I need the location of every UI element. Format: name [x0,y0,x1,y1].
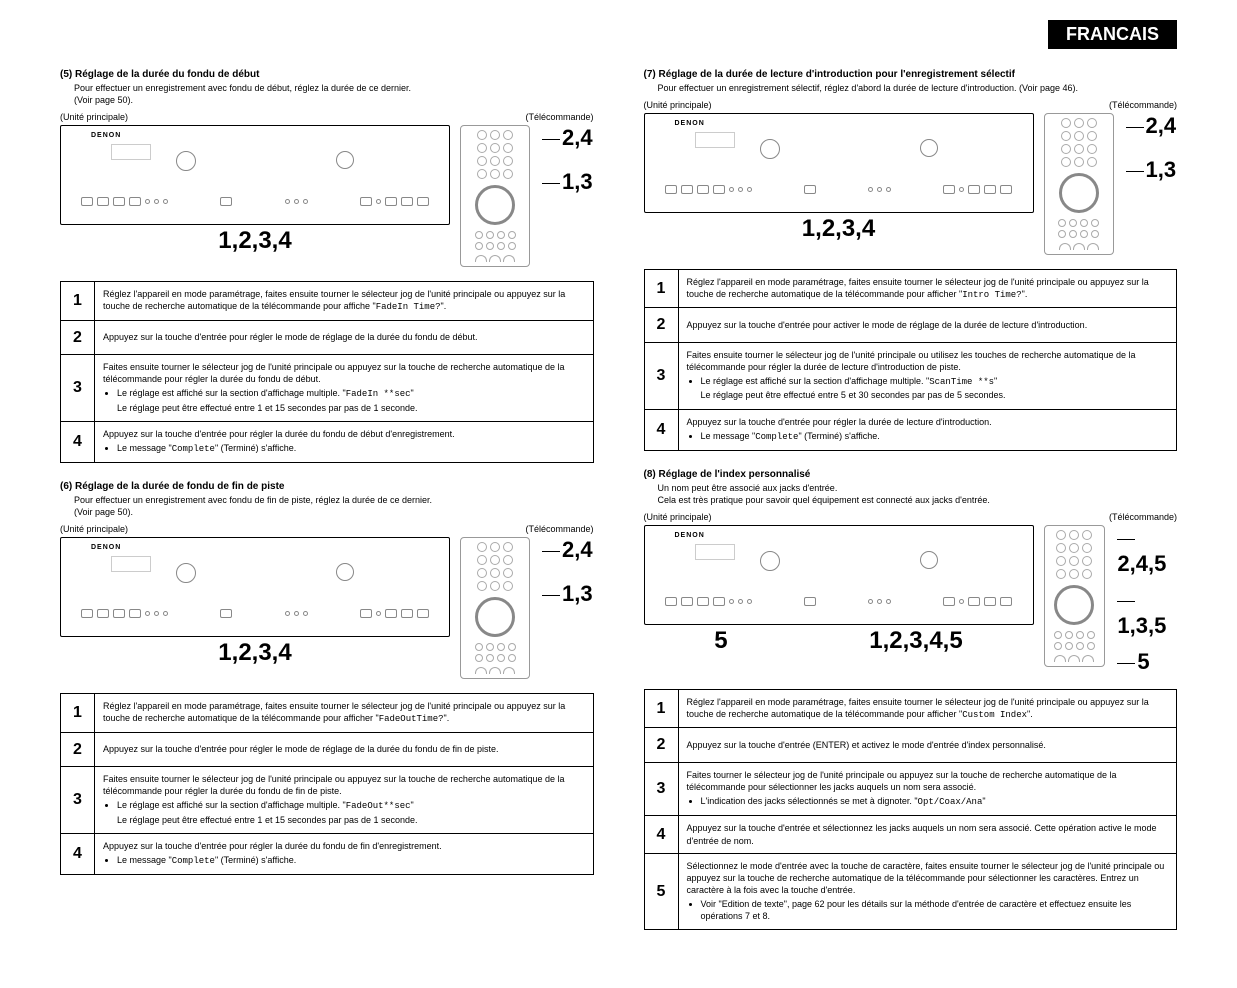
button-row-icon [665,185,1013,194]
table-row: 2 Appuyez sur la touche d'entrée pour ré… [61,732,594,767]
remote-label: (Télécommande) [1109,100,1177,110]
main-unit-block: DENON 5 [644,525,1034,655]
remote-callouts: 2,4 1,3 [1124,113,1177,183]
remote-illustration [460,125,530,267]
table-row: 3 Faites ensuite tourner le sélecteur jo… [61,355,594,422]
table-row: 4 Appuyez sur la touche d'entrée pour ré… [61,421,594,462]
knob-icon [920,551,938,569]
remote-callouts: 2,4 1,3 [540,125,593,195]
remote-label: (Télécommande) [525,112,593,122]
jog-wheel-icon [475,597,515,637]
main-unit-label: (Unité principale) [60,524,128,534]
button-row-icon [81,197,429,206]
brand-text: DENON [91,544,121,551]
section-7: (7) Réglage de la durée de lecture d'int… [644,69,1178,451]
section-5-steps: 1 Réglez l'appareil en mode paramétrage,… [60,281,594,463]
display-icon [695,544,735,560]
section-7-title: (7) Réglage de la durée de lecture d'int… [644,69,1178,80]
display-icon [111,556,151,572]
section-6-steps: 1 Réglez l'appareil en mode paramétrage,… [60,693,594,875]
section-8-title: (8) Réglage de l'index personnalisé [644,469,1178,480]
table-row: 4 Appuyez sur la touche d'entrée pour ré… [61,833,594,874]
section-5-title: (5) Réglage de la durée du fondu de débu… [60,69,594,80]
table-row: 1 Réglez l'appareil en mode paramétrage,… [644,690,1177,728]
language-header: FRANCAIS [1048,20,1177,49]
section-7-steps: 1 Réglez l'appareil en mode paramétrage,… [644,269,1178,451]
knob-icon [760,551,780,571]
table-row: 1 Réglez l'appareil en mode paramétrage,… [61,282,594,320]
main-unit-block: DENON [60,125,450,255]
section-6: (6) Réglage de la durée de fondu de fin … [60,481,594,875]
display-icon [695,132,735,148]
table-row: 2 Appuyez sur la touche d'entrée (ENTER)… [644,728,1177,763]
button-row-icon [665,597,1013,606]
main-unit-illustration: DENON [60,537,450,637]
button-row-icon [81,609,429,618]
remote-label: (Télécommande) [1109,512,1177,522]
table-row: 3 Faites ensuite tourner le sélecteur jo… [644,343,1177,410]
remote-callouts: 2,4,5 1,3,5 5 [1115,525,1177,675]
jog-wheel-icon [1059,173,1099,213]
remote-callouts: 2,4 1,3 [540,537,593,607]
main-unit-illustration: DENON [644,525,1034,625]
section-7-intro: Pour effectuer un enregistrement sélecti… [658,82,1178,94]
left-column: (5) Réglage de la durée du fondu de débu… [60,69,594,948]
section-5-intro: Pour effectuer un enregistrement avec fo… [74,82,594,106]
main-unit-illustration: DENON [60,125,450,225]
section-6-title: (6) Réglage de la durée de fondu de fin … [60,481,594,492]
main-callout: 1,2,3,4 [60,227,450,255]
remote-label: (Télécommande) [525,524,593,534]
table-row: 1 Réglez l'appareil en mode paramétrage,… [61,694,594,732]
section-8: (8) Réglage de l'index personnalisé Un n… [644,469,1178,931]
main-callout: 1,2,3,4 [60,639,450,667]
knob-icon [176,563,196,583]
section-8-intro: Un nom peut être associé aux jacks d'ent… [658,482,1178,506]
knob-icon [920,139,938,157]
brand-text: DENON [675,120,705,127]
knob-icon [760,139,780,159]
knob-icon [176,151,196,171]
section-5: (5) Réglage de la durée du fondu de débu… [60,69,594,463]
knob-icon [336,563,354,581]
main-callout: 1,2,3,4 [644,215,1034,243]
main-unit-label: (Unité principale) [644,512,712,522]
main-unit-block: DENON 1,2,3,4 [60,537,450,667]
remote-illustration [1044,525,1106,667]
knob-icon [336,151,354,169]
remote-illustration [460,537,530,679]
remote-illustration [1044,113,1114,255]
jog-wheel-icon [475,185,515,225]
table-row: 2 Appuyez sur la touche d'entrée pour ré… [61,320,594,355]
display-icon [111,144,151,160]
main-callout: 5 1,2,3,4,5 [644,627,1034,655]
brand-text: DENON [675,532,705,539]
table-row: 2 Appuyez sur la touche d'entrée pour ac… [644,308,1177,343]
page-columns: (5) Réglage de la durée du fondu de débu… [60,69,1177,948]
right-column: (7) Réglage de la durée de lecture d'int… [644,69,1178,948]
brand-text: DENON [91,132,121,139]
table-row: 3 Faites ensuite tourner le sélecteur jo… [61,767,594,834]
main-unit-block: DENON 1,2,3,4 [644,113,1034,243]
jog-wheel-icon [1054,585,1094,625]
table-row: 1 Réglez l'appareil en mode paramétrage,… [644,270,1177,308]
section-6-intro: Pour effectuer un enregistrement avec fo… [74,494,594,518]
main-unit-illustration: DENON [644,113,1034,213]
main-unit-label: (Unité principale) [644,100,712,110]
table-row: 4 Appuyez sur la touche d'entrée et séle… [644,816,1177,853]
main-unit-label: (Unité principale) [60,112,128,122]
section-8-steps: 1 Réglez l'appareil en mode paramétrage,… [644,689,1178,930]
table-row: 3 Faites tourner le sélecteur jog de l'u… [644,763,1177,816]
table-row: 4 Appuyez sur la touche d'entrée pour ré… [644,409,1177,450]
table-row: 5 Sélectionnez le mode d'entrée avec la … [644,853,1177,930]
